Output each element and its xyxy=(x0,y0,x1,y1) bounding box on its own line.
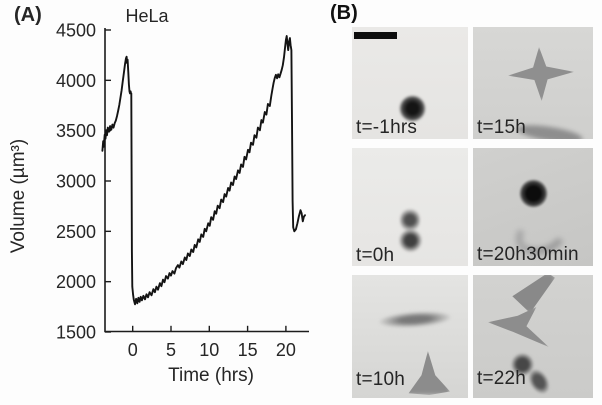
x-tick-label: 20 xyxy=(276,340,296,360)
daughter-cell-upper xyxy=(400,208,420,232)
chart-title: HeLa xyxy=(125,6,169,26)
scale-bar xyxy=(354,32,397,39)
spread-star-cell xyxy=(508,47,574,101)
panel-b-label: (B) xyxy=(330,2,358,24)
x-axis-ticks: 0 5 10 15 20 xyxy=(128,325,296,360)
timestamp-label: t=0h xyxy=(356,245,395,266)
micrograph-t-22h: t=22h xyxy=(473,275,593,398)
micrograph-t-15h: t=15h xyxy=(473,27,593,139)
timestamp-label: t=15h xyxy=(477,117,527,138)
round-mitotic-cell xyxy=(519,179,548,208)
y-tick-label: 2500 xyxy=(56,222,96,242)
round-cell xyxy=(511,353,534,376)
timestamp-label: t=20h30min xyxy=(477,244,579,265)
triangular-cell-upper xyxy=(512,275,555,313)
x-axis-label: Time (hrs) xyxy=(168,365,254,386)
x-tick-label: 10 xyxy=(199,340,219,360)
timestamp-label: t=10h xyxy=(356,369,406,390)
elongated-cell xyxy=(516,121,584,139)
y-axis-ticks: 1500 2000 2500 3000 3500 4000 4500 xyxy=(56,21,111,343)
y-tick-label: 1500 xyxy=(56,323,96,343)
micrograph-t-10h: t=10h xyxy=(352,275,468,398)
y-tick-label: 4500 xyxy=(56,21,96,41)
y-tick-label: 4000 xyxy=(56,71,96,91)
volume-series-line xyxy=(101,35,306,306)
triangular-cell xyxy=(408,351,450,395)
timestamp-label: t=22h xyxy=(477,368,527,389)
daughter-cell-lower xyxy=(399,229,422,252)
volume-vs-time-chart: (A) HeLa Volume (µm³) Time (hrs) 1500200… xyxy=(8,4,309,386)
micrograph-t-20h30min: t=20h30min xyxy=(473,148,593,266)
x-tick-label: 0 xyxy=(128,340,138,360)
y-tick-label: 3000 xyxy=(56,172,96,192)
x-tick-label: 5 xyxy=(166,340,176,360)
panel-a-label: (A) xyxy=(14,4,42,26)
round-mitotic-cell xyxy=(399,95,426,122)
micrograph-t-minus-1hrs: t=-1hrs xyxy=(352,27,468,139)
y-tick-label: 2000 xyxy=(56,272,96,292)
y-tick-label: 3500 xyxy=(56,121,96,141)
triangular-cell-lower xyxy=(488,307,549,347)
x-tick-label: 15 xyxy=(238,340,258,360)
spindle-shaped-cell xyxy=(378,309,452,330)
micrograph-t-0h: t=0h xyxy=(352,148,468,266)
timestamp-label: t=-1hrs xyxy=(356,117,418,138)
y-axis-label: Volume (µm³) xyxy=(8,139,29,253)
